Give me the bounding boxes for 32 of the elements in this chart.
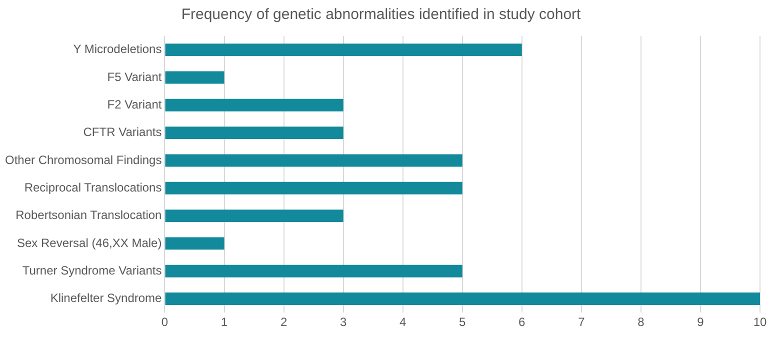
x-tick-label: 3 <box>340 315 347 330</box>
x-tick-label: 7 <box>578 315 586 330</box>
bar <box>165 182 462 194</box>
y-tick-label: Turner Syndrome Variants <box>22 263 162 278</box>
bar <box>165 44 522 56</box>
x-tick-label: 1 <box>220 315 228 330</box>
bar <box>165 126 344 140</box>
bar <box>165 237 224 250</box>
y-tick-label: Sex Reversal (46,XX Male) <box>16 236 162 250</box>
x-tick-label: 6 <box>518 315 526 330</box>
y-tick-label: Other Chromosomal Findings <box>4 152 162 167</box>
bar <box>165 71 224 84</box>
x-tick-label: 5 <box>459 315 466 330</box>
x-tick-label: 4 <box>399 315 406 330</box>
x-tick-label: 10 <box>753 315 767 330</box>
y-tick-label: CFTR Variants <box>83 125 162 140</box>
x-tick-label: 8 <box>638 315 645 330</box>
chart-title: Frequency of genetic abnormalities identified in study cohort <box>181 6 582 24</box>
y-tick-label: F2 Variant <box>107 97 162 112</box>
y-tick-label: Reciprocal Translocations <box>24 180 162 194</box>
x-tick-label: 9 <box>697 315 704 330</box>
bar <box>165 292 760 305</box>
bar <box>165 264 462 278</box>
bar <box>165 98 344 112</box>
x-tick-label: 0 <box>161 315 168 330</box>
y-tick-label: Robertsonian Translocation <box>16 208 162 222</box>
y-tick-label: Klinefelter Syndrome <box>50 291 162 306</box>
x-tick-label: 2 <box>280 315 288 330</box>
bar <box>165 154 462 167</box>
bar <box>165 210 344 222</box>
y-tick-label: F5 Variant <box>107 70 162 84</box>
y-tick-label: Y Microdeletions <box>73 42 162 56</box>
